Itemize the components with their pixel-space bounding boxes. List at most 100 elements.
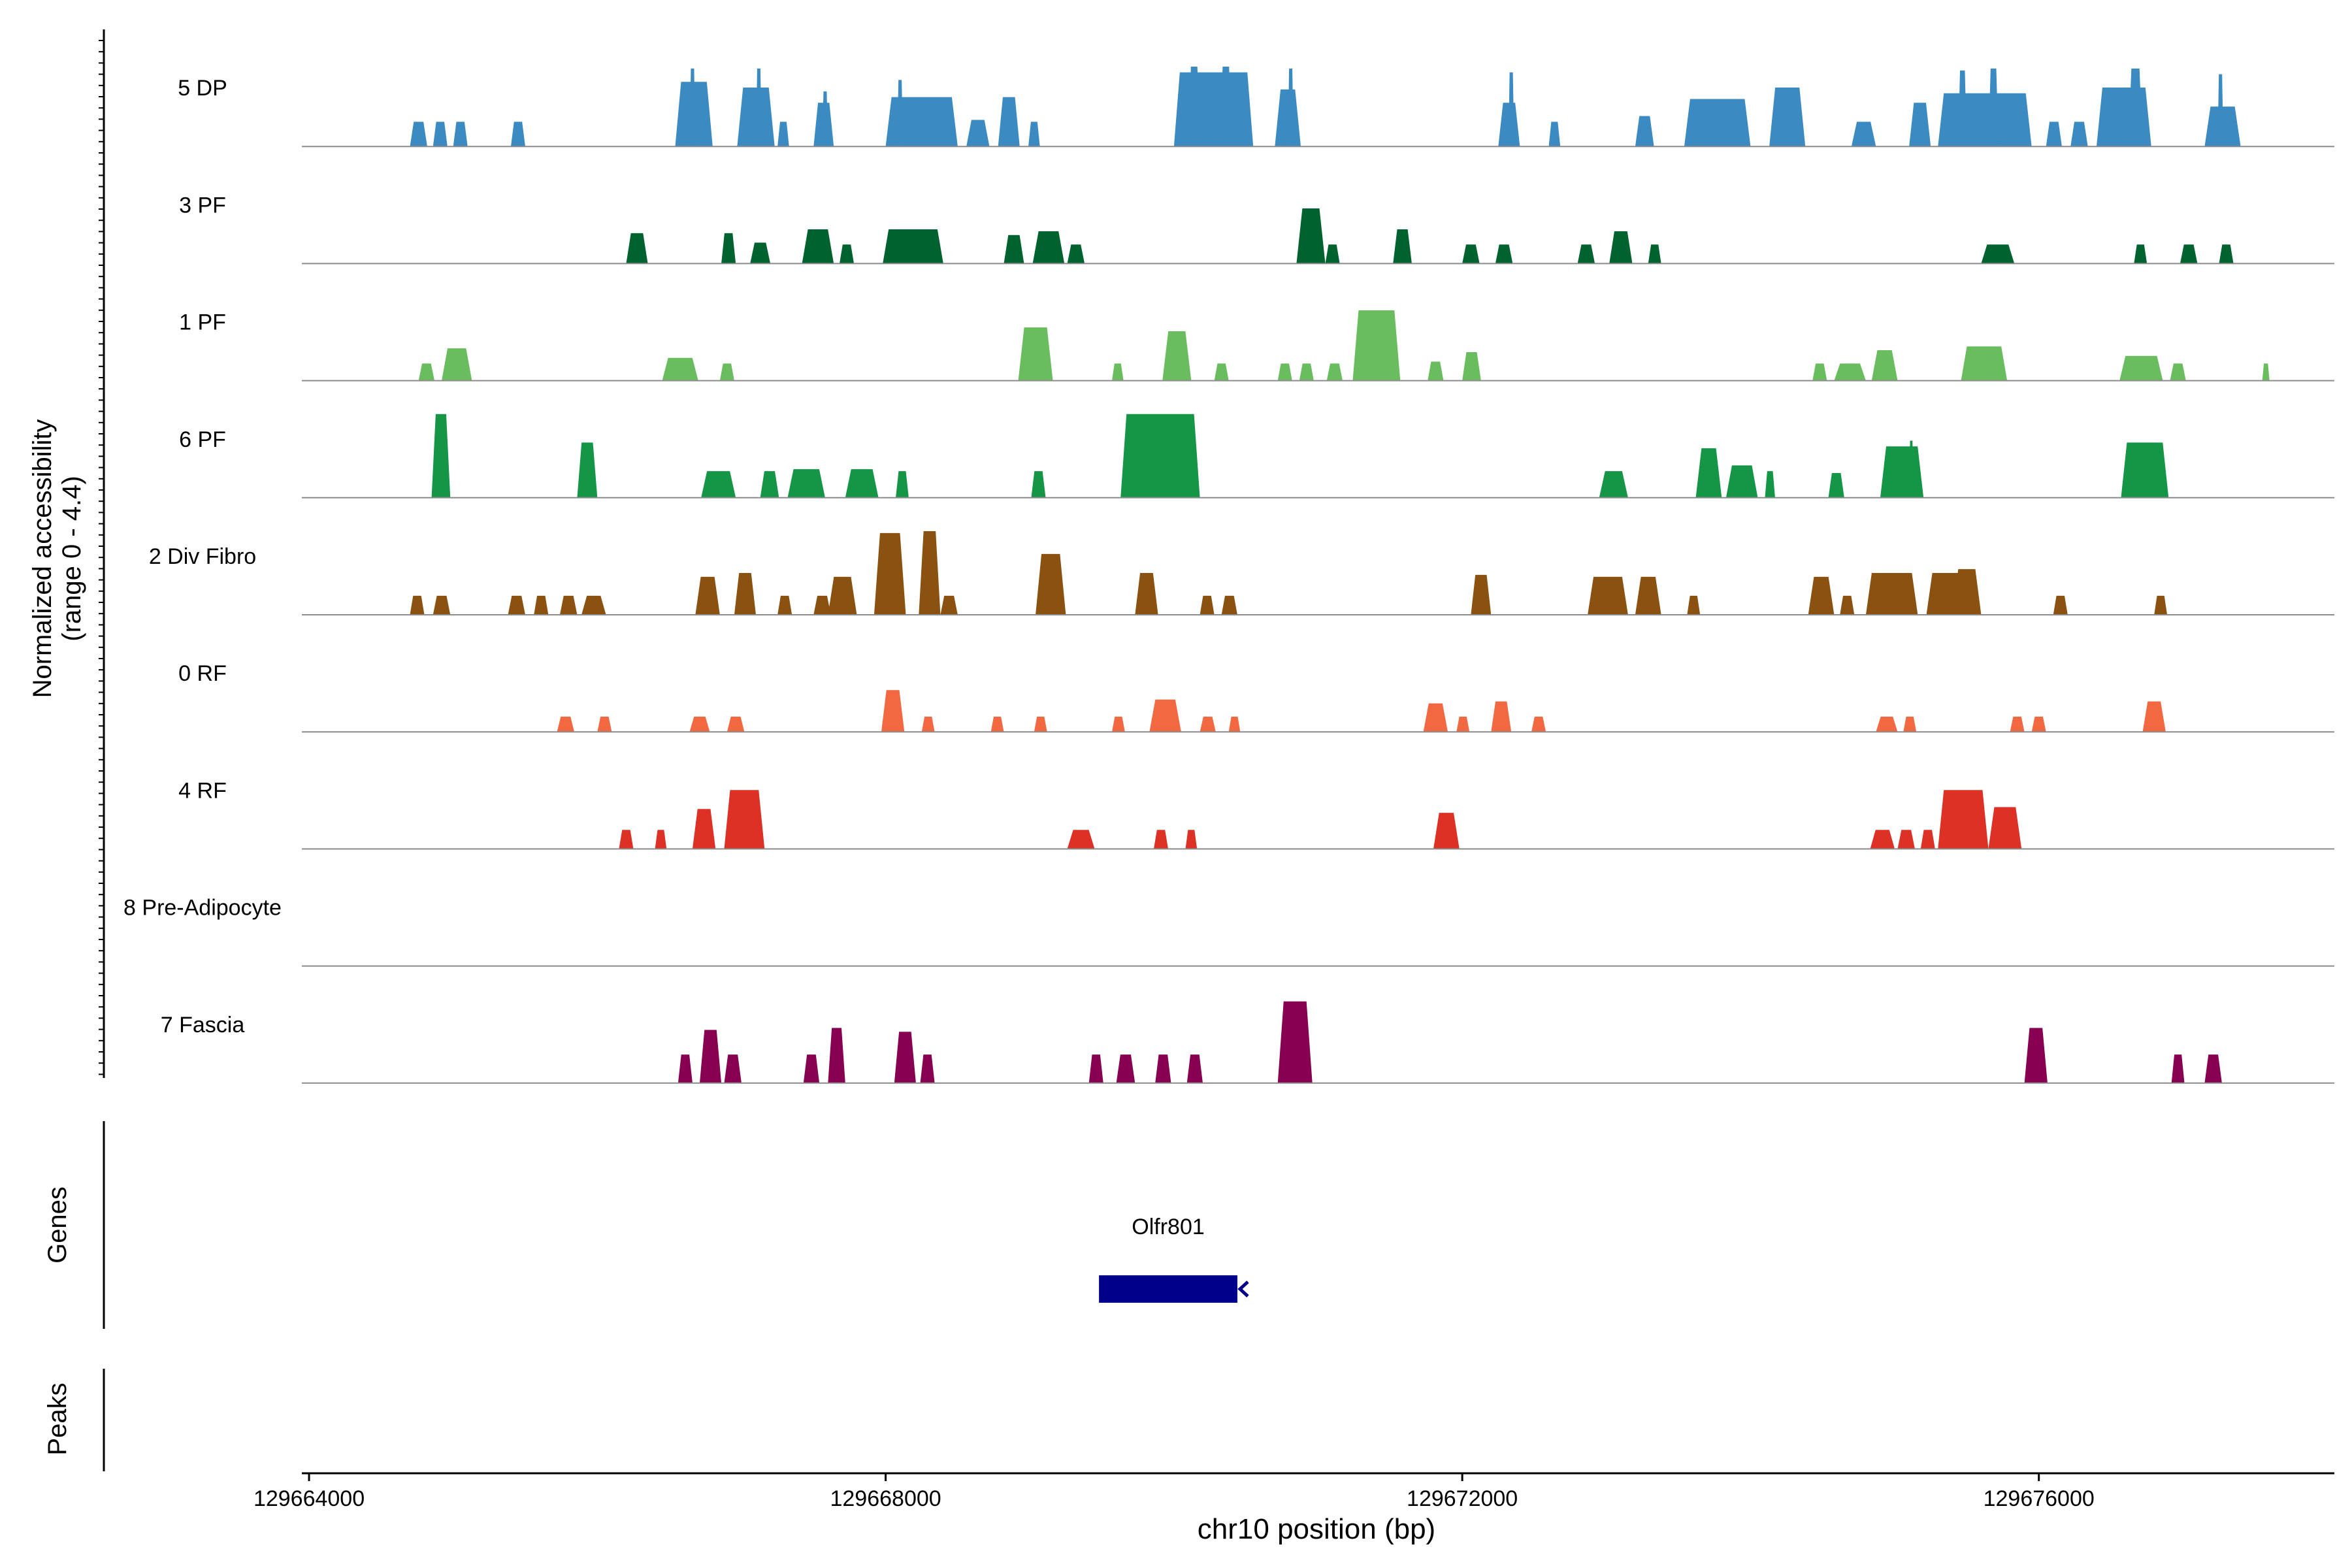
- coverage-peak: [1695, 448, 1722, 498]
- coverage-peak: [1648, 244, 1661, 264]
- coverage-peak: [418, 363, 434, 381]
- coverage-peak: [2010, 716, 2025, 732]
- coverage-peak: [1393, 229, 1412, 264]
- track-6: 0 RF: [178, 661, 2334, 733]
- coverage-peak: [2096, 88, 2151, 147]
- coverage-peak: [1599, 471, 1628, 498]
- coverage-peak: [1088, 1054, 1103, 1083]
- strand-arrow-icon: [1237, 1281, 1249, 1298]
- track-label: 3 PF: [179, 193, 226, 218]
- gene-body: [1099, 1275, 1237, 1303]
- coverage-peak: [1188, 450, 1198, 498]
- coverage-peak: [692, 809, 716, 849]
- coverage-peak: [2070, 122, 2088, 147]
- y-axis-ticks: [99, 40, 104, 1075]
- coverage-peak: [874, 532, 906, 615]
- coverage-peak: [1865, 573, 1918, 615]
- coverage-peak: [2204, 1054, 2222, 1083]
- coverage-peak: [1495, 244, 1513, 264]
- coverage-peak: [1221, 595, 1237, 615]
- coverage-peak: [1876, 716, 1898, 732]
- gene-track: Olfr801: [1099, 1215, 1249, 1303]
- coverage-peak: [1153, 830, 1169, 849]
- coverage-peak: [897, 80, 904, 147]
- coverage-peak: [1491, 701, 1512, 732]
- coverage-peak: [1173, 72, 1254, 147]
- coverage-peak: [2217, 74, 2224, 147]
- coverage-peak: [1352, 310, 1401, 381]
- coverage-peak: [1828, 472, 1844, 498]
- coverage-peak: [2046, 122, 2062, 147]
- coverage-peak: [433, 595, 451, 615]
- coverage-peak: [1909, 440, 1914, 498]
- coverage-peak: [1155, 1054, 1171, 1083]
- coverage-peak: [1162, 331, 1192, 381]
- coverage-peak: [1548, 122, 1561, 147]
- coverage-peak: [2262, 363, 2270, 381]
- coverage-peak: [1870, 830, 1895, 849]
- coverage-peak: [921, 716, 935, 732]
- track-1: 5 DP: [178, 67, 2334, 148]
- coverage-peak: [1200, 595, 1215, 615]
- coverage-peak: [2142, 701, 2166, 732]
- x-tick-label: 129672000: [1407, 1486, 1518, 1511]
- coverage-peak: [2031, 716, 2046, 732]
- coverage-peak: [1149, 699, 1181, 732]
- coverage-peak: [845, 469, 879, 498]
- coverage-peak: [1588, 576, 1628, 615]
- coverage-peak: [1684, 99, 1751, 147]
- coverage-peak: [828, 1028, 845, 1083]
- coverage-peak: [1120, 414, 1200, 498]
- coverage-peak: [1325, 244, 1340, 264]
- coverage-peak: [1326, 363, 1343, 381]
- y-axis-label: Normalized accessibility: [28, 419, 57, 698]
- coverage-peak: [1031, 471, 1046, 498]
- track-label: 7 Fascia: [161, 1013, 245, 1037]
- coverage-peak: [998, 97, 1020, 147]
- coverage-peak: [1988, 68, 1999, 147]
- coverage-peak: [581, 595, 606, 615]
- coverage-peak: [1769, 88, 1806, 147]
- coverage-peak: [431, 414, 451, 498]
- coverage-peak: [1462, 351, 1481, 381]
- coverage-peak: [1186, 1054, 1203, 1083]
- coverage-peak: [2121, 442, 2169, 498]
- coverage-peak: [597, 716, 612, 732]
- coverage-peak: [1725, 465, 1758, 498]
- coverage-peak: [1531, 716, 1546, 732]
- track-8: 8 Pre-Adipocyte: [123, 896, 2334, 967]
- y-axis-label-range: (range 0 - 4.4): [57, 476, 86, 641]
- track-label: 2 Div Fibro: [149, 544, 256, 569]
- genes-panel-label: Genes: [43, 1186, 72, 1264]
- coverage-peak: [839, 244, 855, 264]
- coverage-peak: [719, 363, 734, 381]
- x-tick-label: 129676000: [1984, 1486, 2095, 1511]
- coverage-peak: [1135, 573, 1158, 615]
- coverage-peak: [940, 595, 958, 615]
- x-tick-label: 129664000: [253, 1486, 365, 1511]
- coverage-peak: [1185, 830, 1198, 849]
- coverage-peak: [1277, 1001, 1313, 1083]
- coverage-peak: [894, 1032, 916, 1083]
- coverage-peak: [626, 233, 648, 264]
- track-label: 4 RF: [178, 778, 227, 803]
- coverage-peak: [433, 122, 448, 147]
- coverage-peak: [577, 442, 598, 498]
- coverage-peak: [410, 595, 425, 615]
- coverage-peak: [2154, 595, 2168, 615]
- coverage-peak: [1200, 716, 1216, 732]
- coverage-peak: [1032, 231, 1065, 264]
- coverage-peak: [1036, 553, 1066, 615]
- coverage-peak: [678, 1054, 693, 1083]
- coverage-peak: [689, 68, 696, 147]
- coverage-peak: [727, 716, 745, 732]
- track-5: 2 Div Fibro: [149, 531, 2334, 615]
- coverage-peak: [724, 790, 765, 849]
- coverage-peak: [1508, 72, 1514, 147]
- coverage-peak: [1609, 231, 1633, 264]
- coverage-peak: [2128, 68, 2143, 147]
- peaks-panel-label: Peaks: [43, 1382, 72, 1455]
- x-axis-label: chr10 position (bp): [1198, 1513, 1435, 1545]
- coverage-peak: [883, 229, 943, 264]
